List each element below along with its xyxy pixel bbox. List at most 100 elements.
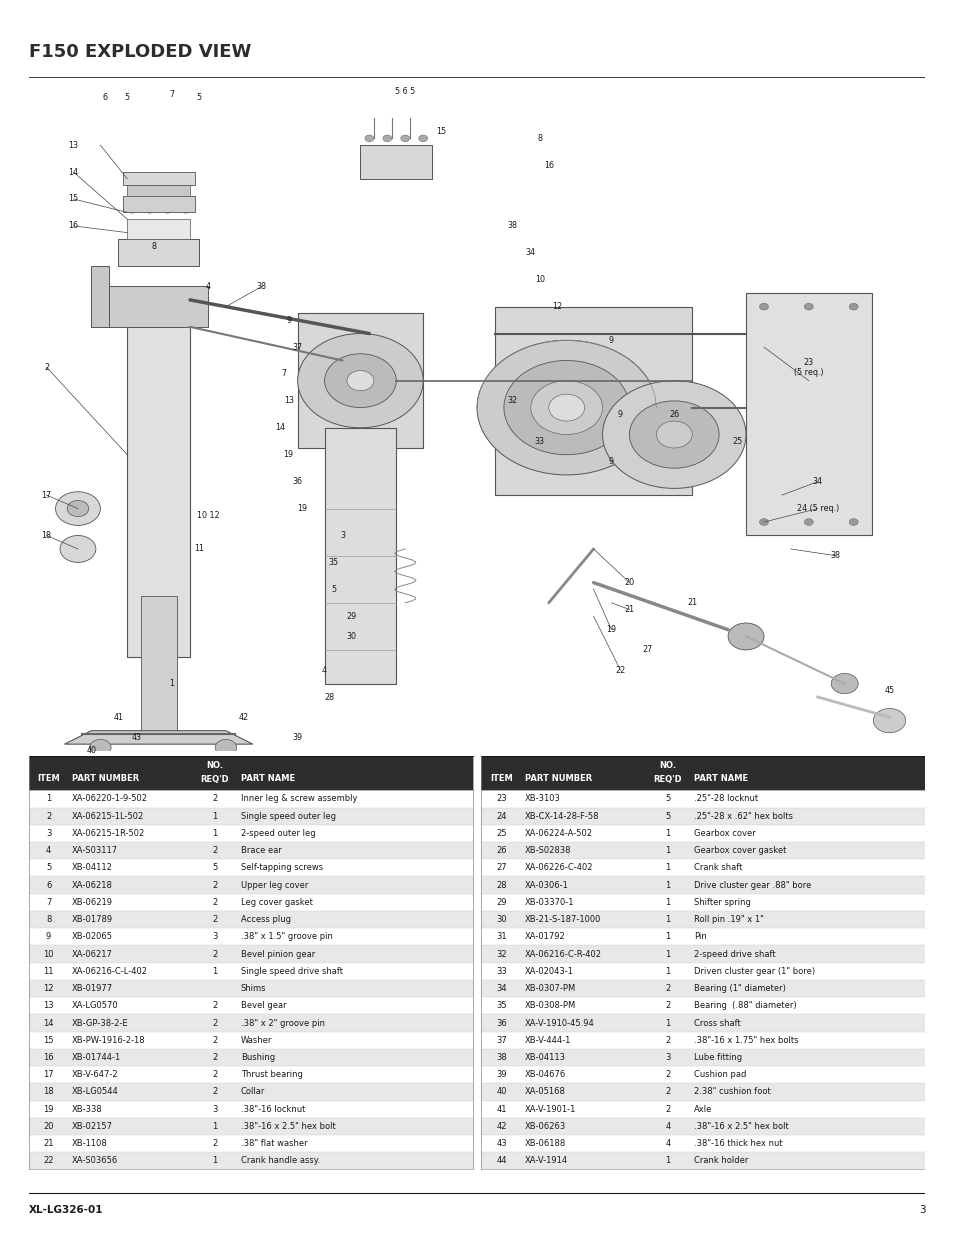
Circle shape bbox=[215, 740, 236, 756]
Text: 1: 1 bbox=[664, 950, 670, 958]
Text: 2: 2 bbox=[213, 846, 217, 855]
Text: 2: 2 bbox=[213, 881, 217, 889]
Text: 15: 15 bbox=[43, 1036, 53, 1045]
Bar bbox=[110, 287, 208, 327]
Text: REQ'D: REQ'D bbox=[200, 774, 229, 784]
Text: Cross shaft: Cross shaft bbox=[693, 1019, 740, 1028]
Text: 21: 21 bbox=[686, 598, 697, 608]
Text: XB-06263: XB-06263 bbox=[524, 1121, 566, 1131]
Circle shape bbox=[162, 205, 172, 214]
Text: 5: 5 bbox=[331, 585, 335, 594]
Circle shape bbox=[126, 205, 137, 214]
Bar bbox=[29, 1049, 472, 1066]
Text: Bevel gear: Bevel gear bbox=[240, 1002, 286, 1010]
Text: XL-LG326-01: XL-LG326-01 bbox=[29, 1205, 103, 1215]
Text: XA-02043-1: XA-02043-1 bbox=[524, 967, 574, 976]
Text: 43: 43 bbox=[496, 1139, 506, 1149]
Bar bbox=[141, 597, 176, 731]
Text: XA-06224-A-502: XA-06224-A-502 bbox=[524, 829, 593, 837]
Text: 40: 40 bbox=[496, 1088, 506, 1097]
Text: 5: 5 bbox=[664, 794, 670, 804]
Text: Pin: Pin bbox=[693, 932, 705, 941]
Text: 5: 5 bbox=[125, 94, 130, 103]
Text: 1: 1 bbox=[664, 1156, 670, 1166]
Bar bbox=[29, 1152, 472, 1170]
Text: XB-06219: XB-06219 bbox=[72, 898, 113, 906]
Text: 5 6 5: 5 6 5 bbox=[395, 86, 415, 96]
Text: 2: 2 bbox=[664, 1105, 670, 1114]
Text: XA-06216-C-L-402: XA-06216-C-L-402 bbox=[72, 967, 148, 976]
Text: Crank handle assy.: Crank handle assy. bbox=[240, 1156, 319, 1166]
Bar bbox=[29, 842, 472, 860]
Text: Access plug: Access plug bbox=[240, 915, 291, 924]
Text: XA-06216-C-R-402: XA-06216-C-R-402 bbox=[524, 950, 601, 958]
Circle shape bbox=[144, 205, 155, 214]
Text: PART NUMBER: PART NUMBER bbox=[72, 774, 139, 783]
Text: 9: 9 bbox=[618, 410, 622, 419]
Text: 3: 3 bbox=[339, 531, 345, 540]
Text: 3: 3 bbox=[664, 1053, 670, 1062]
Text: XB-04113: XB-04113 bbox=[524, 1053, 565, 1062]
Text: XA-S03117: XA-S03117 bbox=[72, 846, 118, 855]
Text: 7: 7 bbox=[281, 369, 287, 378]
Text: 4: 4 bbox=[205, 282, 211, 291]
Text: 36: 36 bbox=[496, 1019, 506, 1028]
Text: 1: 1 bbox=[213, 829, 217, 837]
Text: 38: 38 bbox=[507, 221, 517, 231]
Circle shape bbox=[602, 380, 745, 488]
Text: XA-S03656: XA-S03656 bbox=[72, 1156, 118, 1166]
Text: 6: 6 bbox=[102, 94, 108, 103]
Text: Shifter spring: Shifter spring bbox=[693, 898, 750, 906]
Bar bbox=[481, 756, 924, 790]
Circle shape bbox=[530, 380, 602, 435]
Text: Single speed drive shaft: Single speed drive shaft bbox=[240, 967, 342, 976]
Text: 33: 33 bbox=[535, 437, 544, 446]
Text: PART NUMBER: PART NUMBER bbox=[524, 774, 592, 783]
Bar bbox=[127, 219, 190, 240]
Text: .38"-16 x 2.5" hex bolt: .38"-16 x 2.5" hex bolt bbox=[693, 1121, 787, 1131]
Bar bbox=[481, 1152, 924, 1170]
Text: 3: 3 bbox=[918, 1205, 924, 1215]
Bar bbox=[481, 963, 924, 979]
Text: 32: 32 bbox=[507, 396, 517, 405]
Text: 26: 26 bbox=[668, 410, 679, 419]
Text: Inner leg & screw assembly: Inner leg & screw assembly bbox=[240, 794, 357, 804]
Text: 37: 37 bbox=[496, 1036, 506, 1045]
Text: 5: 5 bbox=[664, 811, 670, 820]
Text: Roll pin .19" x 1": Roll pin .19" x 1" bbox=[693, 915, 762, 924]
Text: 8: 8 bbox=[537, 133, 541, 143]
Text: 1: 1 bbox=[213, 1121, 217, 1131]
Text: 32: 32 bbox=[496, 950, 506, 958]
Text: 4: 4 bbox=[46, 846, 51, 855]
Text: 22: 22 bbox=[615, 666, 625, 674]
Text: 17: 17 bbox=[41, 490, 51, 500]
Bar bbox=[481, 1118, 924, 1135]
Text: 2: 2 bbox=[213, 1088, 217, 1097]
Text: XB-04676: XB-04676 bbox=[524, 1071, 566, 1079]
Text: 15: 15 bbox=[69, 194, 78, 204]
Text: 20: 20 bbox=[623, 578, 634, 587]
Bar bbox=[29, 756, 472, 790]
Text: Crank holder: Crank holder bbox=[693, 1156, 747, 1166]
Text: Washer: Washer bbox=[240, 1036, 272, 1045]
Text: 7: 7 bbox=[170, 90, 174, 99]
Circle shape bbox=[347, 370, 374, 390]
Text: Gearbox cover: Gearbox cover bbox=[693, 829, 755, 837]
Text: XA-V-1901-1: XA-V-1901-1 bbox=[524, 1105, 576, 1114]
Text: 37: 37 bbox=[293, 342, 302, 352]
Text: NO.: NO. bbox=[206, 761, 223, 769]
Text: 14: 14 bbox=[43, 1019, 53, 1028]
Text: REQ'D: REQ'D bbox=[653, 774, 681, 784]
Circle shape bbox=[90, 740, 111, 756]
Text: XA-05168: XA-05168 bbox=[524, 1088, 565, 1097]
Bar bbox=[29, 979, 472, 997]
Bar bbox=[324, 427, 395, 684]
Bar bbox=[481, 997, 924, 1014]
Text: 29: 29 bbox=[346, 611, 356, 621]
Text: 12: 12 bbox=[552, 303, 562, 311]
Bar bbox=[29, 1014, 472, 1031]
Text: 42: 42 bbox=[238, 713, 249, 721]
Text: 16: 16 bbox=[69, 221, 78, 231]
Text: XA-0306-1: XA-0306-1 bbox=[524, 881, 568, 889]
Text: 2: 2 bbox=[213, 1036, 217, 1045]
